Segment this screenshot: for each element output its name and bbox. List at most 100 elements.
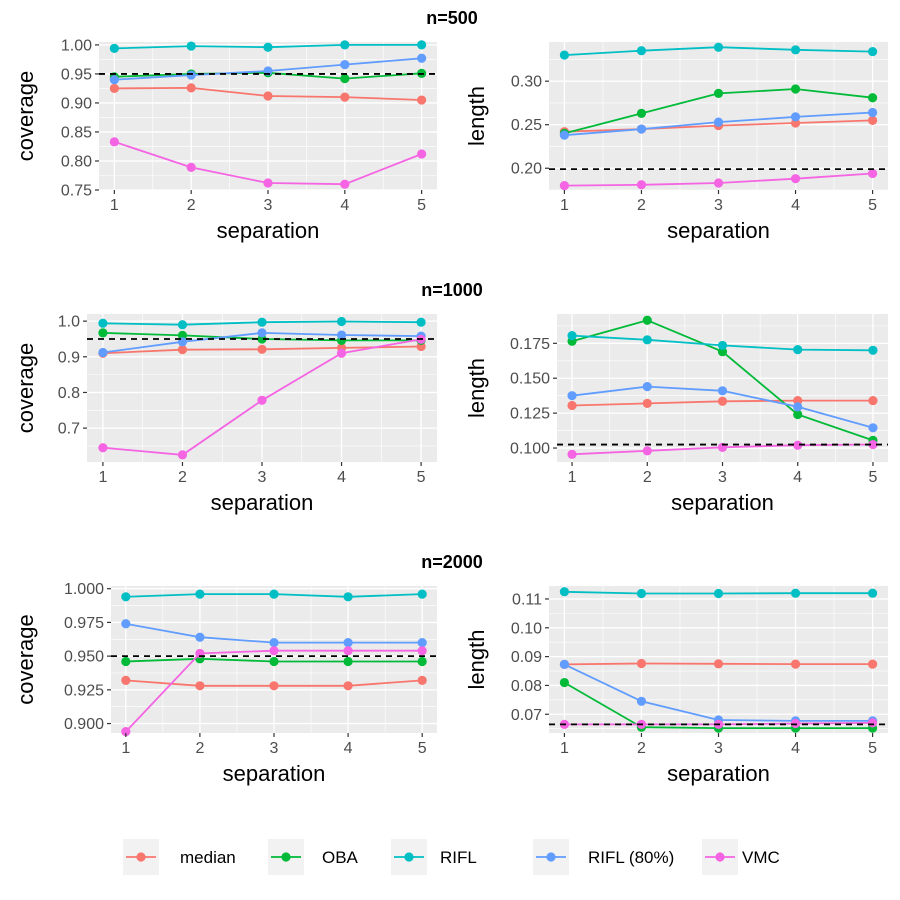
data-point-rifl xyxy=(867,588,878,598)
panel-1: 0.75 0.80 0.85 0.90 0.95 1.00 1 2 3 4 5 separation c… xyxy=(13,37,437,243)
data-point-median xyxy=(263,91,273,101)
data-point-rifl xyxy=(195,589,205,599)
panel-5: 0.900 0.925 0.950 0.975 1.000 1 2 3 4 5 separation… xyxy=(13,581,437,786)
series-rifl-80 xyxy=(109,53,427,85)
series-vmc xyxy=(109,137,427,189)
series-vmc xyxy=(98,334,426,460)
x-tick-label: 3 xyxy=(714,197,723,214)
series-rifl-80 xyxy=(567,382,878,433)
series-median xyxy=(121,675,427,691)
data-point-median xyxy=(868,395,878,406)
data-point-rifl xyxy=(636,46,647,56)
y-tick-label: 0.125 xyxy=(510,406,550,423)
panel-6: 0.07 0.08 0.09 0.10 0.11 1 2 3 4 5 separation lengt… xyxy=(464,586,888,786)
series-rifl xyxy=(121,589,427,602)
data-point-vmc xyxy=(417,149,427,159)
y-tick-label: 0.950 xyxy=(64,649,104,666)
y-axis-label: coverage xyxy=(13,343,38,434)
data-point-vmc xyxy=(269,646,279,656)
data-point-rifl xyxy=(269,589,279,599)
y-tick-label: 0.900 xyxy=(64,716,104,733)
x-tick-label: 3 xyxy=(264,197,273,214)
data-point-median xyxy=(257,344,267,354)
data-point-oba xyxy=(343,656,353,667)
data-point-oba xyxy=(713,88,724,98)
data-point-oba xyxy=(790,84,801,94)
data-point-vmc xyxy=(868,439,878,450)
series-rifl xyxy=(559,42,878,60)
legend-item-oba: OBA xyxy=(268,839,359,875)
data-point-vmc xyxy=(257,395,267,405)
series-vmc xyxy=(559,168,878,191)
data-point-rifl-80 xyxy=(717,386,728,396)
y-tick-label: 0.100 xyxy=(510,441,550,458)
x-tick-label: 3 xyxy=(718,469,727,486)
x-tick-label: 4 xyxy=(791,740,800,757)
data-point-rifl xyxy=(713,588,724,599)
data-point-rifl-80 xyxy=(257,328,267,338)
data-point-vmc xyxy=(121,727,131,737)
data-point-rifl xyxy=(793,345,803,355)
data-point-rifl xyxy=(559,587,570,597)
x-tick-label: 4 xyxy=(344,740,353,757)
data-point-vmc xyxy=(263,178,273,188)
data-point-oba xyxy=(121,656,131,667)
y-tick-label: 0.80 xyxy=(61,153,92,170)
y-tick-label: 0.925 xyxy=(64,682,104,699)
y-axis-label: coverage xyxy=(13,614,38,705)
x-tick-label: 3 xyxy=(714,740,723,757)
data-point-vmc xyxy=(713,178,724,188)
x-tick-label: 5 xyxy=(868,740,877,757)
x-tick-label: 4 xyxy=(337,469,346,486)
data-point-median xyxy=(109,83,119,94)
panel-2: 0.20 0.25 0.30 1 2 3 4 5 separation length xyxy=(464,42,888,243)
data-point-rifl-80 xyxy=(417,53,427,63)
data-point-rifl-80 xyxy=(867,107,878,118)
x-tick-label: 1 xyxy=(560,740,569,757)
x-tick-label: 4 xyxy=(793,469,802,486)
legend-label: median xyxy=(180,848,236,867)
y-tick-label: 0.11 xyxy=(512,591,542,608)
data-point-rifl xyxy=(257,317,267,327)
data-point-rifl xyxy=(642,335,652,345)
y-axis-label: coverage xyxy=(13,71,38,162)
data-point-vmc xyxy=(98,443,108,453)
x-tick-label: 5 xyxy=(868,197,877,214)
x-tick-label: 1 xyxy=(110,197,119,214)
data-point-rifl-80 xyxy=(186,70,196,80)
series-rifl xyxy=(567,331,878,355)
data-point-rifl xyxy=(336,316,347,327)
legend-label: OBA xyxy=(322,848,359,867)
x-tick-label: 3 xyxy=(258,469,267,486)
row-title-n1000: n=1000 xyxy=(421,280,483,300)
data-point-vmc xyxy=(793,440,803,450)
y-tick-label: 0.150 xyxy=(510,371,550,388)
data-point-vmc xyxy=(559,181,570,191)
y-axis-label: length xyxy=(464,86,489,146)
x-axis-label: separation xyxy=(667,218,770,243)
series-median xyxy=(567,395,878,411)
data-point-vmc xyxy=(642,446,652,456)
y-tick-label: 1.00 xyxy=(61,37,92,54)
data-point-rifl xyxy=(177,320,188,330)
y-tick-label: 0.30 xyxy=(511,74,542,91)
data-point-median xyxy=(567,400,577,411)
data-point-oba xyxy=(417,656,427,667)
y-tick-label: 0.20 xyxy=(511,161,542,178)
row-title-n2000: n=2000 xyxy=(421,552,483,572)
legend-item-rifl: RIFL xyxy=(391,839,477,875)
data-point-rifl xyxy=(717,340,728,351)
x-tick-label: 2 xyxy=(643,469,652,486)
series-rifl xyxy=(109,40,427,53)
data-point-rifl-80 xyxy=(98,347,108,358)
data-point-median xyxy=(177,345,188,355)
x-tick-label: 1 xyxy=(560,197,569,214)
legend-key-point xyxy=(136,852,146,862)
data-point-vmc xyxy=(343,646,353,656)
x-tick-label: 1 xyxy=(568,469,577,486)
data-point-rifl-80 xyxy=(417,638,427,648)
data-point-rifl-80 xyxy=(713,117,724,127)
series-rifl xyxy=(98,316,426,330)
data-point-rifl-80 xyxy=(559,130,570,140)
series-rifl-80 xyxy=(121,619,427,648)
